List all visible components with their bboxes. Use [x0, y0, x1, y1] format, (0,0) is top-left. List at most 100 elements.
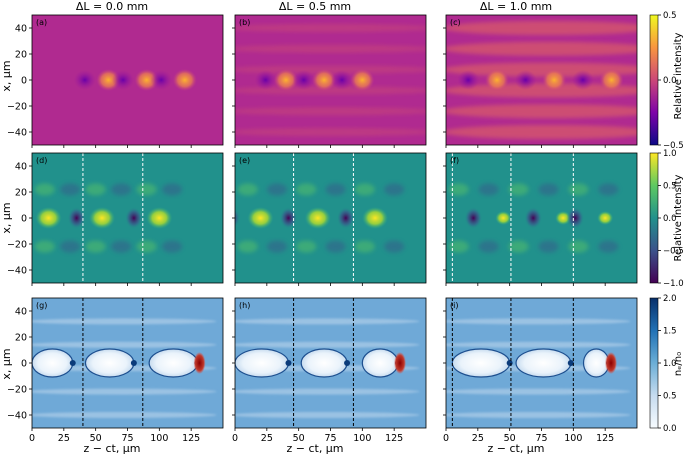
intensity-dip [571, 70, 594, 90]
x-tick-label: 100 [353, 433, 371, 444]
side-lobe [568, 240, 589, 253]
side-lobe [296, 240, 317, 253]
intensity-dip [292, 70, 315, 90]
panel-label: (a) [36, 18, 47, 27]
side-lobe [478, 183, 499, 196]
intensity-peak [542, 69, 567, 91]
intensity-peak [597, 211, 614, 225]
x-tick-label: 50 [293, 433, 305, 444]
side-lobe [162, 183, 183, 196]
plasma-cavity [361, 348, 399, 378]
panel-f: (f) [445, 152, 638, 284]
density-stripe [32, 388, 217, 395]
panel-label: (f) [450, 156, 459, 165]
density-stripe [235, 341, 420, 348]
density-stripe [446, 341, 631, 348]
plasma-cavity [32, 348, 74, 378]
x-tick-label: 100 [564, 433, 582, 444]
density-stripe [32, 412, 217, 418]
panel-label: (b) [239, 18, 250, 27]
colorbar-tick-label: 0.0 [663, 424, 677, 434]
density-stripe [446, 388, 631, 395]
side-lobe [85, 240, 106, 253]
side-lobe [111, 183, 132, 196]
colorbar-tick-label: −1.0 [663, 279, 684, 289]
colorbar-label-2: nₑ/n₀ [673, 352, 684, 376]
panel-b: (b) [234, 14, 427, 146]
x-tick-label: 75 [324, 433, 336, 444]
side-lobe [508, 240, 529, 253]
colorbar-1: −1.0 −0.5 0.0 0.5 1.0 [649, 149, 684, 289]
density-stripe [446, 318, 631, 325]
y-axis-label-1: x, μm [0, 202, 13, 233]
colorbar-gradient [649, 152, 659, 284]
intensity-dip [73, 70, 96, 90]
intensity-peak [495, 211, 512, 225]
side-lobe [598, 183, 619, 196]
side-lobe [60, 183, 81, 196]
y-tick-label: −40 [7, 266, 27, 277]
side-lobe [538, 183, 559, 196]
intensity-dip [457, 70, 480, 90]
y-tick-label: 40 [15, 307, 27, 318]
y-tick-label: 0 [21, 214, 27, 225]
side-lobe [111, 240, 132, 253]
colorbar-tick-label: 0.0 [663, 214, 677, 224]
y-tick-label: 0 [21, 76, 27, 87]
side-lobe [354, 183, 375, 196]
side-lobe [60, 240, 81, 253]
intensity-dip [235, 208, 241, 228]
side-lobe [267, 240, 288, 253]
intensity-dip [67, 207, 86, 229]
y-tick-label: −20 [7, 102, 27, 113]
panel-a: (a) [31, 14, 224, 146]
side-lobe [598, 240, 619, 253]
y-tick-label: 20 [15, 333, 27, 344]
density-spike [285, 360, 292, 366]
intensity-dip [464, 207, 483, 229]
interference-stripe [235, 44, 426, 53]
panel-e: (e) [234, 152, 427, 284]
x-tick-label: 0 [443, 433, 449, 444]
colorbar-0: −0.5 0.0 0.5 [649, 11, 684, 151]
panel-label: (c) [450, 18, 461, 27]
colorbar-gradient [649, 297, 659, 429]
side-lobe [34, 240, 55, 253]
intensity-peak [484, 69, 509, 91]
density-spike [130, 360, 137, 366]
y-tick-label: 40 [15, 24, 27, 35]
colorbar-tick-label: 1.5 [663, 327, 677, 337]
x-tick-label: 0 [29, 433, 35, 444]
interference-stripe [446, 41, 637, 56]
colorbar-label-1: Relative intensity [673, 174, 684, 261]
side-lobe [136, 183, 157, 196]
density-spike [506, 360, 513, 366]
x-tick-label: 25 [261, 433, 273, 444]
side-lobe [325, 183, 346, 196]
intensity-dip [566, 207, 585, 229]
column-title-2: ΔL = 1.0 mm [480, 0, 552, 13]
interference-stripe [235, 107, 426, 116]
y-axis-label-0: x, μm [0, 60, 13, 91]
density-stripe [32, 341, 217, 348]
x-axis-label-1: z − ct, μm [286, 442, 343, 455]
density-stripe [235, 412, 420, 418]
density-stripe [32, 318, 217, 325]
density-stripe [235, 318, 420, 325]
side-lobe [136, 240, 157, 253]
side-lobe [237, 240, 258, 253]
colorbar-label-0: Relative intensity [673, 32, 684, 119]
column-title-1: ΔL = 0.5 mm [279, 0, 351, 13]
intensity-dip [524, 207, 543, 229]
intensity-dip [124, 207, 143, 229]
y-tick-label: 0 [21, 359, 27, 370]
interference-stripe [235, 128, 426, 136]
intensity-peak [362, 207, 389, 229]
side-lobe [237, 183, 258, 196]
side-lobe [162, 240, 183, 253]
x-tick-label: 125 [385, 433, 403, 444]
x-tick-label: 25 [472, 433, 484, 444]
intensity-peak [273, 69, 298, 91]
plasma-cavity [84, 348, 135, 378]
